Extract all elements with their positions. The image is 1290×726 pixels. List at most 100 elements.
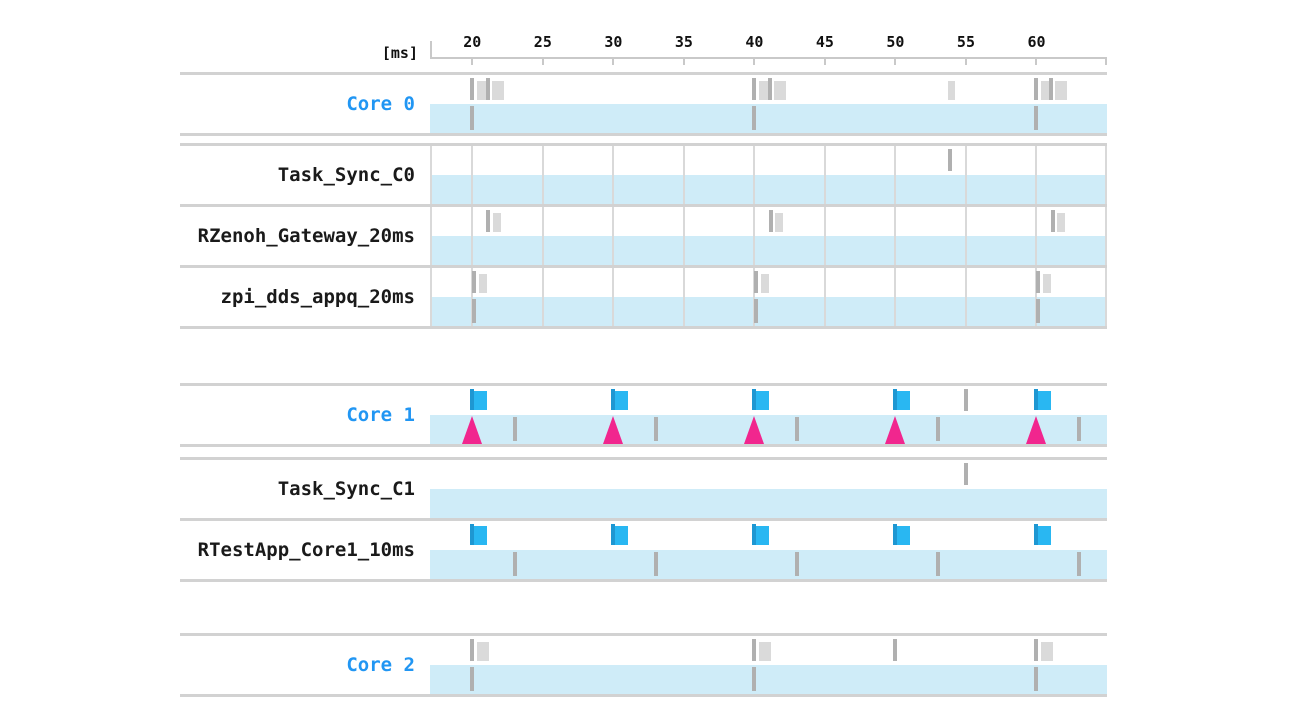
event-tick-mark[interactable]: [1036, 271, 1041, 293]
event-tick-mark[interactable]: [752, 639, 757, 661]
event-tick-mark[interactable]: [1050, 210, 1055, 232]
execution-slice[interactable]: [476, 81, 488, 100]
row-label-core2[interactable]: Core 2: [346, 654, 415, 676]
timeline-band-rtestapp_core1_10ms[interactable]: [430, 550, 1107, 579]
task-start-flag-bar[interactable]: [1034, 389, 1039, 410]
event-tick-mark[interactable]: [767, 78, 772, 100]
activation-triangle[interactable]: [885, 416, 906, 444]
task-start-flag-bar[interactable]: [752, 389, 757, 410]
timeline-band-core1[interactable]: [430, 415, 1107, 444]
timeline-band-task_sync_c1[interactable]: [430, 489, 1107, 518]
event-tick-mark[interactable]: [935, 417, 940, 441]
timeline-band-rzenoh_gateway_20ms[interactable]: [430, 236, 1107, 265]
row-label-task_sync_c1[interactable]: Task_Sync_C1: [277, 478, 415, 500]
event-band-zpi_dds_appq_20ms[interactable]: [430, 268, 1107, 297]
event-tick-mark[interactable]: [768, 210, 773, 232]
task-start-flag-bar[interactable]: [893, 524, 898, 545]
event-tick-mark[interactable]: [470, 78, 475, 100]
event-band-core1[interactable]: [430, 386, 1107, 415]
execution-slice[interactable]: [1042, 274, 1052, 293]
event-tick-mark[interactable]: [1036, 299, 1041, 323]
task-start-flag[interactable]: [1038, 391, 1052, 410]
execution-slice[interactable]: [476, 642, 490, 661]
event-tick-mark[interactable]: [1048, 78, 1053, 100]
event-tick-mark[interactable]: [752, 106, 757, 130]
task-start-flag[interactable]: [474, 526, 488, 545]
execution-slice[interactable]: [492, 213, 502, 232]
task-start-flag[interactable]: [897, 526, 911, 545]
task-start-flag[interactable]: [474, 391, 488, 410]
event-tick-mark[interactable]: [947, 149, 952, 171]
task-start-flag[interactable]: [615, 526, 629, 545]
execution-slice[interactable]: [492, 81, 505, 100]
execution-slice[interactable]: [758, 642, 772, 661]
event-band-task_sync_c0[interactable]: [430, 146, 1107, 175]
task-start-flag-bar[interactable]: [893, 389, 898, 410]
event-tick-mark[interactable]: [472, 271, 477, 293]
row-label-zpi_dds_appq_20ms[interactable]: zpi_dds_appq_20ms: [220, 286, 415, 308]
event-tick-mark[interactable]: [1076, 552, 1081, 576]
execution-slice[interactable]: [774, 213, 784, 232]
event-tick-mark[interactable]: [1034, 667, 1039, 691]
task-start-flag-bar[interactable]: [470, 389, 475, 410]
event-tick-mark[interactable]: [935, 552, 940, 576]
task-start-flag[interactable]: [897, 391, 911, 410]
row-label-core0[interactable]: Core 0: [346, 93, 415, 115]
activation-triangle[interactable]: [462, 416, 483, 444]
event-tick-mark[interactable]: [470, 667, 475, 691]
event-tick-mark[interactable]: [754, 271, 759, 293]
event-tick-mark[interactable]: [470, 106, 475, 130]
event-tick-mark[interactable]: [963, 389, 968, 411]
activation-triangle[interactable]: [603, 416, 624, 444]
task-start-flag-bar[interactable]: [470, 524, 475, 545]
event-tick-mark[interactable]: [794, 552, 799, 576]
task-start-flag-bar[interactable]: [611, 524, 616, 545]
task-start-flag[interactable]: [756, 391, 770, 410]
execution-slice[interactable]: [758, 81, 770, 100]
event-band-core2[interactable]: [430, 636, 1107, 665]
event-band-core0[interactable]: [430, 75, 1107, 104]
execution-slice[interactable]: [774, 81, 787, 100]
task-start-flag[interactable]: [615, 391, 629, 410]
event-tick-mark[interactable]: [963, 463, 968, 485]
event-tick-mark[interactable]: [470, 639, 475, 661]
event-band-rtestapp_core1_10ms[interactable]: [430, 521, 1107, 550]
event-tick-mark[interactable]: [653, 552, 658, 576]
execution-slice[interactable]: [760, 274, 770, 293]
event-tick-mark[interactable]: [653, 417, 658, 441]
event-band-task_sync_c1[interactable]: [430, 460, 1107, 489]
row-label-rzenoh_gateway_20ms[interactable]: RZenoh_Gateway_20ms: [197, 225, 415, 247]
timeline-band-task_sync_c0[interactable]: [430, 175, 1107, 204]
execution-slice[interactable]: [1040, 81, 1051, 100]
event-tick-mark[interactable]: [1034, 106, 1039, 130]
event-tick-mark[interactable]: [485, 78, 490, 100]
event-band-rzenoh_gateway_20ms[interactable]: [430, 207, 1107, 236]
timeline-band-core0[interactable]: [430, 104, 1107, 133]
event-tick-mark[interactable]: [512, 552, 517, 576]
execution-slice[interactable]: [1040, 642, 1054, 661]
execution-slice[interactable]: [478, 274, 487, 293]
task-start-flag[interactable]: [1038, 526, 1052, 545]
timeline-band-core2[interactable]: [430, 665, 1107, 694]
event-tick-mark[interactable]: [486, 210, 491, 232]
event-tick-mark[interactable]: [1076, 417, 1081, 441]
task-start-flag[interactable]: [756, 526, 770, 545]
task-start-flag-bar[interactable]: [1034, 524, 1039, 545]
event-tick-mark[interactable]: [893, 639, 898, 661]
row-label-task_sync_c0[interactable]: Task_Sync_C0: [277, 164, 415, 186]
execution-slice[interactable]: [1056, 213, 1066, 232]
execution-slice[interactable]: [1054, 81, 1067, 100]
task-start-flag-bar[interactable]: [611, 389, 616, 410]
event-tick-mark[interactable]: [794, 417, 799, 441]
event-tick-mark[interactable]: [754, 299, 759, 323]
event-tick-mark[interactable]: [752, 78, 757, 100]
activation-triangle[interactable]: [744, 416, 765, 444]
row-label-rtestapp_core1_10ms[interactable]: RTestApp_Core1_10ms: [197, 539, 415, 561]
event-tick-mark[interactable]: [472, 299, 477, 323]
timeline-band-zpi_dds_appq_20ms[interactable]: [430, 297, 1107, 326]
event-tick-mark[interactable]: [512, 417, 517, 441]
task-start-flag-bar[interactable]: [752, 524, 757, 545]
event-tick-mark[interactable]: [1034, 78, 1039, 100]
activation-triangle[interactable]: [1026, 416, 1047, 444]
row-label-core1[interactable]: Core 1: [346, 404, 415, 426]
